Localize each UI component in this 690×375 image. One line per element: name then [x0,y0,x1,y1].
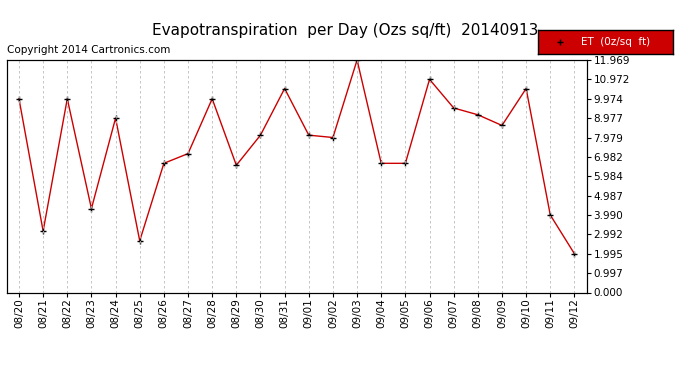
Text: Evapotranspiration  per Day (Ozs sq/ft)  20140913: Evapotranspiration per Day (Ozs sq/ft) 2… [152,22,538,38]
Text: Copyright 2014 Cartronics.com: Copyright 2014 Cartronics.com [7,45,170,55]
Text: ET  (0z/sq  ft): ET (0z/sq ft) [581,37,651,47]
